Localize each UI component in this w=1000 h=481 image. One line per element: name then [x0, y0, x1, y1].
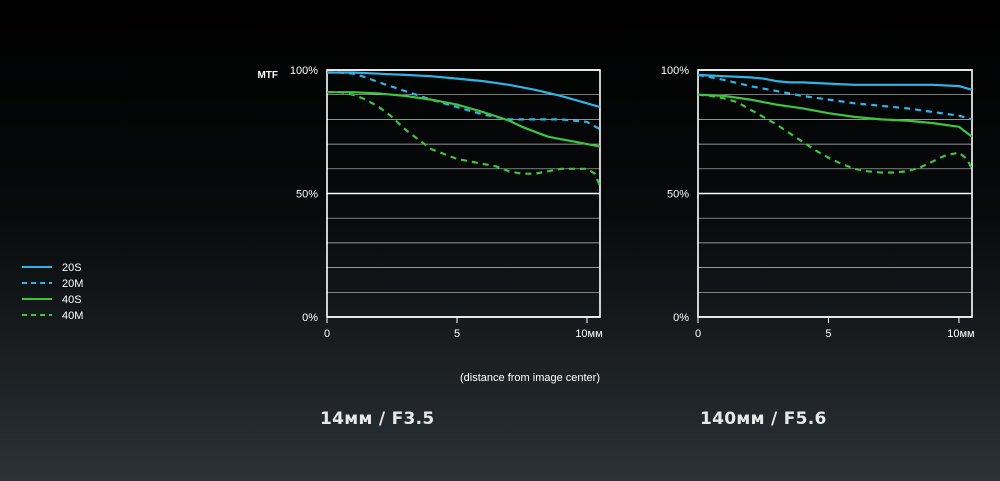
legend-label-20s: 20S	[62, 262, 82, 274]
x-tick-label: 10мм	[947, 328, 974, 340]
lens-title-14mm: 14мм / F3.5	[320, 409, 435, 429]
y-tick-label: 100%	[661, 65, 689, 77]
plot-frame	[326, 69, 601, 318]
x-tick-label: 0	[324, 328, 330, 340]
y-tick-label: 0%	[302, 312, 318, 324]
y-axis-label: MTF	[257, 70, 278, 81]
series-line-40s	[327, 91, 601, 148]
y-tick-label: 50%	[296, 189, 318, 201]
series-line-20s	[327, 71, 601, 109]
legend-label-40m: 40M	[62, 310, 83, 322]
series-line-40s	[697, 93, 973, 138]
series-line-40m	[697, 93, 973, 174]
series-line-20m	[697, 73, 973, 121]
legend: 20S 20M 40S 40M	[22, 262, 83, 322]
lens-title-140mm: 140мм / F5.6	[700, 409, 827, 429]
y-tick-label: 50%	[667, 189, 689, 201]
x-tick-label: 10мм	[575, 328, 602, 340]
x-axis-label: (distance from image center)	[460, 372, 600, 384]
series-line-20s	[697, 73, 973, 91]
series-line-20m	[327, 71, 601, 131]
mtf-chart-14mm: 0 5 10мм 0% 50% 100% MTF (distance from image c…	[257, 65, 602, 384]
legend-label-40s: 40S	[62, 294, 82, 306]
plot-frame	[697, 69, 973, 318]
x-tick-label: 5	[454, 328, 460, 340]
y-tick-label: 100%	[290, 65, 318, 77]
x-tick-label: 5	[825, 328, 831, 340]
legend-label-20m: 20M	[62, 278, 83, 290]
mtf-chart-140mm: 0 5 10мм 0% 50% 100%	[661, 65, 975, 340]
y-tick-label: 0%	[673, 312, 689, 324]
x-tick-label: 0	[695, 328, 701, 340]
